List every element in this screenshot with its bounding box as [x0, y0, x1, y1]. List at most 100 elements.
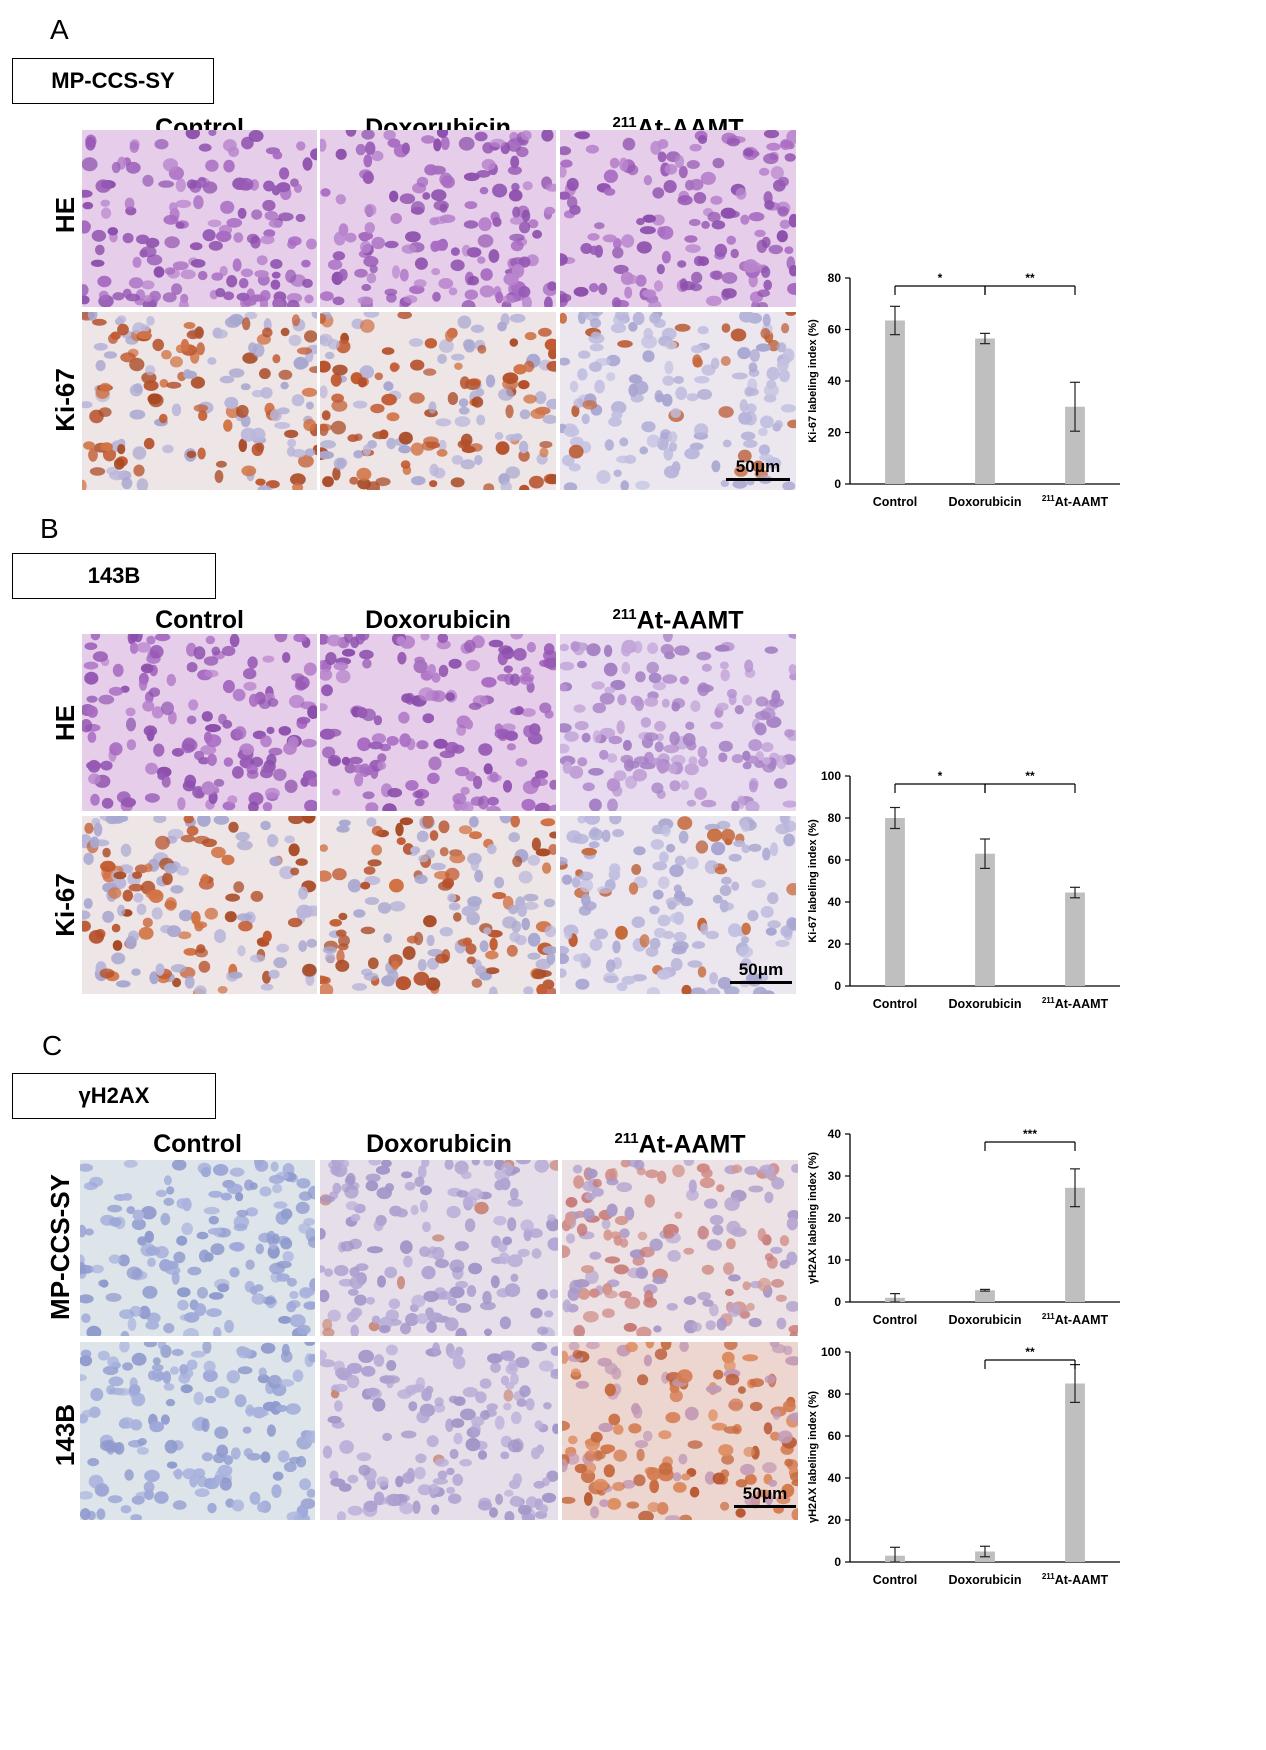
y-axis-label: Ki-67 labeling index (%) [807, 819, 819, 943]
significance-bracket: *** [984, 1127, 1076, 1151]
panel-c-row-143b: 143B [50, 1403, 80, 1467]
bar [975, 1290, 995, 1302]
bar [975, 338, 995, 484]
significance-label: ** [1025, 271, 1035, 285]
panel-a-row-he: HE [50, 196, 80, 234]
tile [82, 312, 317, 490]
chart-svg: 0 10 20 30 40 γH2AX labeling index (%) Control… [807, 1127, 1120, 1327]
y-axis-label: γH2AX labeling index (%) [807, 1152, 819, 1284]
panel-b-row-he: HE [50, 704, 80, 742]
y-tick-label: 0 [834, 477, 841, 491]
y-tick-label: 20 [828, 426, 842, 440]
panel-a-label-box: MP-CCS-SY [12, 58, 214, 104]
x-tick-label: Doxorubicin [949, 997, 1022, 1011]
x-tick-label: Doxorubicin [949, 1573, 1022, 1587]
chart-svg: 0 20 40 60 80 Ki-67 labeling index (%) Control… [807, 271, 1120, 509]
y-tick-label: 60 [828, 853, 842, 867]
panel-a-row-ki67: Ki-67 [50, 368, 80, 432]
x-tick-label: Doxorubicin [949, 1313, 1022, 1327]
y-tick-label: 40 [828, 1127, 842, 1141]
y-tick-label: 60 [828, 323, 842, 337]
bar [885, 818, 905, 986]
significance-label: ** [1025, 1345, 1035, 1359]
significance-bracket: ** [984, 769, 1076, 793]
bar [1065, 406, 1085, 484]
scale-bar-label: 50μm [742, 1484, 788, 1503]
significance-label: * [938, 271, 943, 285]
x-tick-label: Control [873, 1313, 917, 1327]
panel-b-col-at-aamt: 211At-AAMT [612, 606, 744, 635]
chart-b-ki67: 0 20 40 60 80 100 Ki-67 labeling index (%) Cont… [800, 760, 1130, 1022]
x-tick-label: 211At-AAMT [1042, 996, 1109, 1011]
significance-label: * [938, 769, 943, 783]
scale-bar-label: 50μm [738, 960, 784, 979]
panel-c-col-at-aamt: 211At-AAMT [614, 1130, 746, 1159]
y-tick-label: 20 [828, 1513, 842, 1527]
significance-label: *** [1023, 1127, 1037, 1141]
scale-bar-line [730, 981, 792, 984]
tile [560, 130, 796, 307]
chart-svg: 0 20 40 60 80 100 Ki-67 labeling index (%) Cont… [807, 769, 1120, 1011]
scale-bar: 50μm [726, 457, 790, 481]
y-axis-label: γH2AX labeling index (%) [807, 1391, 819, 1523]
y-tick-label: 100 [821, 1345, 841, 1359]
tile [80, 1160, 315, 1336]
panel-letter-b: B [40, 513, 59, 544]
scale-bar-line [734, 1505, 796, 1508]
y-tick-label: 20 [828, 1211, 842, 1225]
y-tick-label: 80 [828, 811, 842, 825]
x-tick-label: Doxorubicin [949, 495, 1022, 509]
tile [562, 1160, 798, 1336]
panel-b-row-ki67: Ki-67 [50, 873, 80, 937]
significance-bracket: * [894, 271, 986, 295]
tile [320, 634, 556, 811]
significance-bracket: ** [984, 271, 1076, 295]
y-tick-label: 40 [828, 895, 842, 909]
chart-c-gh2ax-mp-ccs-sy: 0 10 20 30 40 γH2AX labeling index (%) Control… [800, 1118, 1130, 1338]
chart-a-ki67: 0 20 40 60 80 Ki-67 labeling index (%) Control… [800, 262, 1130, 520]
panel-c-col-control: Control [153, 1130, 242, 1158]
y-tick-label: 40 [828, 374, 842, 388]
bar [885, 320, 905, 484]
tile [82, 634, 317, 811]
tile [562, 1342, 798, 1520]
panel-c-label-box: γH2AX [12, 1073, 216, 1119]
tile [560, 816, 796, 994]
x-tick-label: 211At-AAMT [1042, 494, 1109, 509]
panel-letter-c: C [42, 1030, 63, 1061]
x-tick-label: 211At-AAMT [1042, 1572, 1109, 1587]
y-tick-label: 30 [828, 1169, 842, 1183]
panel-c-row-mp-ccs-sy: MP-CCS-SY [45, 1174, 75, 1320]
bar [975, 853, 995, 986]
y-tick-label: 80 [828, 1387, 842, 1401]
chart-svg: 0 20 40 60 80 100 γH2AX labeling index (%) Cont… [807, 1345, 1120, 1587]
tile [320, 1342, 558, 1520]
bar [1065, 892, 1085, 986]
scale-bar: 50μm [730, 960, 792, 984]
y-tick-label: 80 [828, 271, 842, 285]
x-tick-label: Control [873, 1573, 917, 1587]
tile [320, 130, 556, 307]
tile [560, 634, 796, 811]
panel-b-col-control: Control [155, 606, 244, 634]
y-tick-label: 0 [834, 1555, 841, 1569]
y-tick-label: 40 [828, 1471, 842, 1485]
scale-bar-line [726, 478, 790, 481]
x-tick-label: Control [873, 997, 917, 1011]
y-axis-label: Ki-67 labeling index (%) [807, 319, 819, 443]
bar [1065, 1383, 1085, 1562]
bar [1065, 1187, 1085, 1302]
chart-c-gh2ax-143b: 0 20 40 60 80 100 γH2AX labeling index (%) Cont… [800, 1336, 1130, 1598]
tile [80, 1342, 315, 1520]
panel-b-label-box: 143B [12, 553, 216, 599]
y-tick-label: 10 [828, 1253, 842, 1267]
y-tick-label: 0 [834, 979, 841, 993]
x-tick-label: 211At-AAMT [1042, 1312, 1109, 1327]
tile [560, 312, 796, 490]
x-tick-label: Control [873, 495, 917, 509]
significance-bracket: ** [984, 1345, 1076, 1369]
y-tick-label: 60 [828, 1429, 842, 1443]
y-tick-label: 20 [828, 937, 842, 951]
tile [320, 816, 556, 994]
significance-label: ** [1025, 769, 1035, 783]
